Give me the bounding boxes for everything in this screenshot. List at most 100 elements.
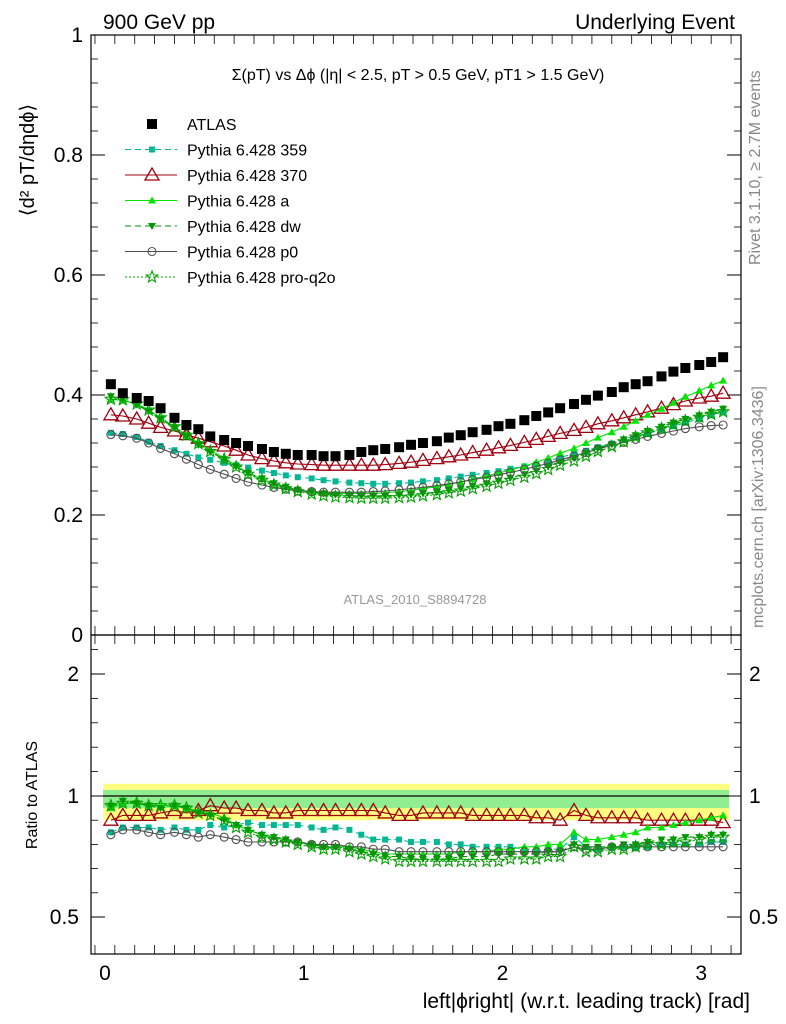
ratio-point-pp0 (144, 827, 154, 837)
data-point-pdw (144, 408, 153, 416)
header-right: Underlying Event (575, 11, 735, 34)
data-point-p359 (469, 471, 476, 478)
legend-marker (148, 223, 156, 230)
ratio-point-p370 (565, 802, 583, 817)
data-point-pq2o (640, 425, 655, 439)
ratio-point-pq2o (465, 853, 480, 868)
ratio-point-p359 (445, 841, 452, 848)
ratio-point-pq2o (316, 841, 331, 856)
data-point-p370 (516, 434, 533, 449)
data-point-pq2o (153, 410, 168, 424)
legend-label: Pythia 6.428 pro-q2o (187, 270, 336, 287)
ratio-point-pdw (444, 855, 453, 863)
ratio-point-pq2o (429, 853, 445, 868)
upper-panel: 0 0.2 0.4 0.6 0.8 1 Σ(pT) vs Δϕ (|η| < 2.5, pT… (17, 24, 742, 647)
ratio-point-pa (619, 830, 628, 838)
data-point-pdw (156, 416, 165, 423)
data-point-pq2o (254, 472, 270, 487)
data-point-atlas (243, 441, 254, 451)
ratio-point-p359 (221, 824, 228, 831)
data-point-pq2o (692, 409, 707, 424)
ratio-point-pq2o (529, 851, 544, 866)
data-point-p359 (145, 438, 152, 445)
ratio-point-pa (669, 821, 678, 829)
legend-label: Pythia 6.428 a (187, 194, 289, 211)
ratio-point-pdw (232, 822, 241, 830)
data-point-atlas (131, 393, 142, 403)
ratio-series-pq2o (103, 795, 731, 868)
data-point-pq2o (103, 391, 119, 406)
data-point-p370 (128, 410, 145, 425)
ratio-axis-label: Ratio to ATLAS (24, 741, 41, 849)
data-point-pdw (695, 412, 704, 420)
ratio-point-p370 (589, 809, 607, 824)
series-pq2o (103, 391, 731, 505)
ratio-point-p370 (277, 804, 294, 819)
data-point-pp0 (193, 460, 203, 470)
data-point-p359 (557, 454, 564, 461)
ratio-point-pa (607, 833, 616, 841)
y-tick-label: 1 (71, 24, 83, 47)
data-point-pq2o (517, 469, 532, 484)
data-point-atlas (606, 387, 617, 397)
data-point-pp0 (643, 431, 653, 441)
data-point-p359 (107, 429, 114, 436)
x-axis-label: left|ϕright| (w.r.t. leading track) [rad… (423, 990, 750, 1013)
data-point-pp0 (380, 486, 390, 496)
legend-label: Pythia 6.428 359 (187, 143, 307, 160)
data-point-atlas (618, 382, 629, 393)
legend-label: ATLAS (187, 117, 237, 134)
data-point-atlas (231, 438, 242, 448)
data-point-pq2o (266, 477, 282, 492)
lower-panel: 0 1 2 3 0.5 0.5 1 1 2 2 Ratio to ATLAS left|ϕright|… (24, 634, 778, 1013)
data-point-pq2o (429, 487, 445, 501)
ratio-point-pq2o (342, 844, 357, 858)
ratio-point-pq2o (217, 812, 232, 827)
ratio-point-p370 (239, 802, 257, 817)
data-point-p370 (714, 384, 732, 399)
data-point-atlas (268, 447, 279, 457)
ratio-point-p359 (171, 824, 178, 831)
ratio-point-pdw (707, 831, 716, 839)
ratio-point-p359 (245, 819, 252, 826)
data-point-pp0 (519, 464, 529, 474)
ratio-point-p370 (402, 807, 420, 822)
ratio-point-pp0 (231, 835, 241, 845)
data-point-p359 (396, 480, 403, 487)
ratio-point-p370 (627, 809, 644, 824)
data-point-p359 (157, 443, 164, 449)
data-point-p359 (445, 475, 452, 482)
ratio-point-p359 (696, 841, 703, 848)
legend-marker (147, 119, 157, 129)
data-point-atlas (455, 430, 466, 441)
data-point-pq2o (342, 490, 357, 504)
ratio-point-p370 (253, 802, 271, 817)
ratio-point-p359 (332, 824, 339, 831)
data-point-atlas (105, 379, 116, 390)
data-point-pa (619, 422, 628, 430)
ratio-point-pq2o (366, 849, 381, 863)
data-point-p370 (341, 456, 358, 471)
ratio-point-pp0 (169, 827, 180, 837)
ratio-point-pdw (532, 851, 541, 859)
data-point-pq2o (491, 475, 506, 490)
ratio-tick-label-right: 0.5 (749, 906, 778, 929)
ratio-point-p359 (207, 822, 214, 829)
data-point-p359 (183, 450, 190, 457)
x-tick-label: 3 (695, 962, 707, 985)
data-point-atlas (555, 403, 566, 414)
ratio-point-pp0 (106, 830, 116, 840)
data-point-pdw (681, 416, 690, 423)
data-point-pp0 (694, 422, 704, 432)
ratio-point-p370 (341, 802, 358, 817)
data-point-atlas (642, 376, 653, 387)
ratio-point-pa (695, 816, 704, 824)
ratio-point-p370 (577, 807, 595, 822)
ratio-point-pdw (331, 843, 340, 851)
data-point-pq2o (217, 451, 232, 466)
data-point-pa (607, 428, 616, 436)
legend-entry-atlas: ATLAS (147, 117, 237, 134)
data-point-pp0 (281, 484, 291, 494)
lower-frame (90, 634, 742, 955)
data-point-pa (418, 484, 427, 492)
